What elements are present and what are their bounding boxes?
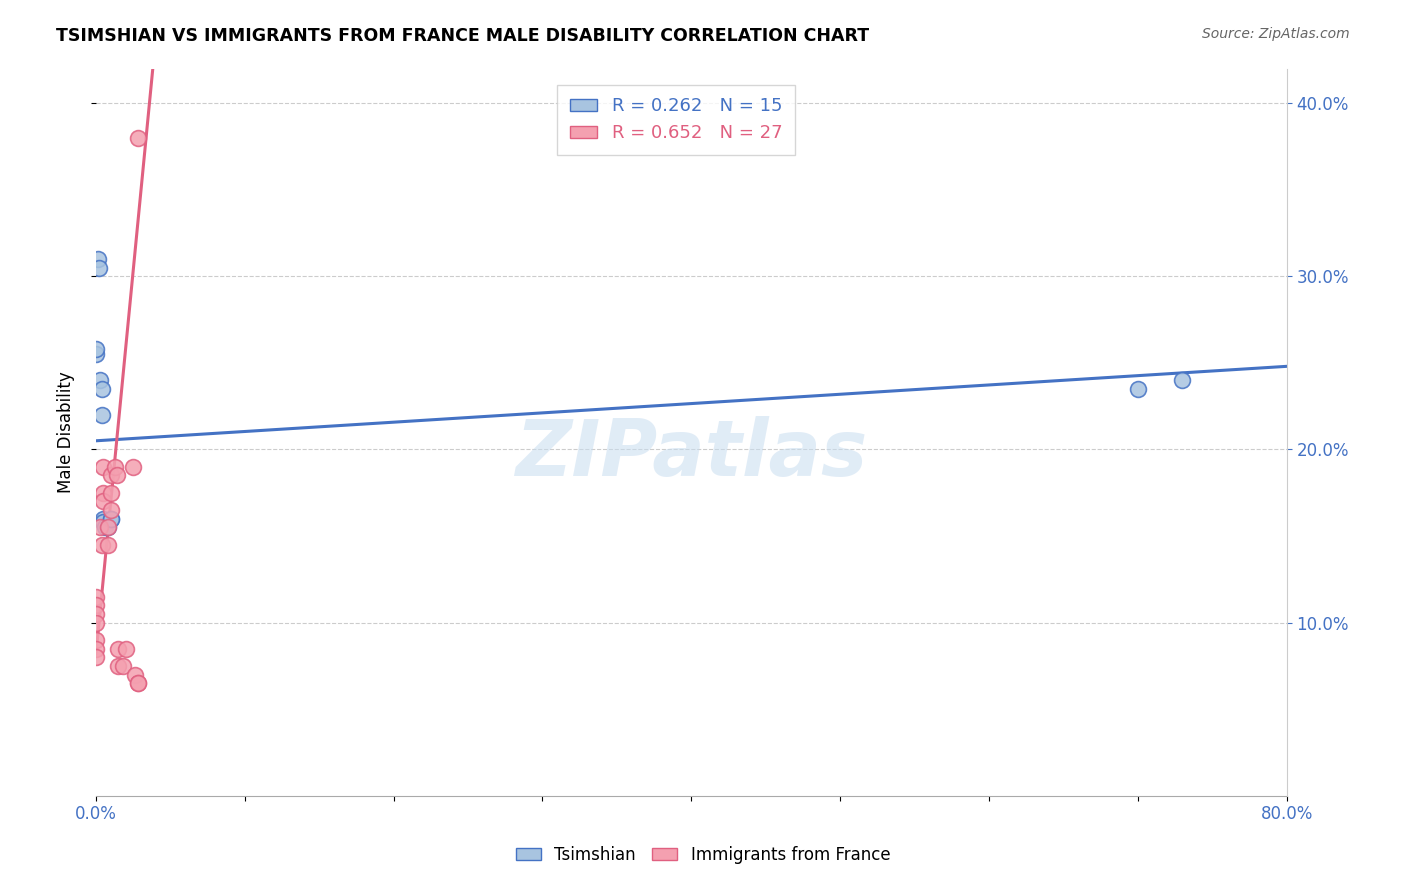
Point — [1171, 373, 1194, 387]
Point — [89, 373, 111, 387]
Point — [107, 659, 129, 673]
Point — [84, 650, 107, 665]
Point — [93, 512, 115, 526]
Text: Source: ZipAtlas.com: Source: ZipAtlas.com — [1202, 27, 1350, 41]
Text: TSIMSHIAN VS IMMIGRANTS FROM FRANCE MALE DISABILITY CORRELATION CHART: TSIMSHIAN VS IMMIGRANTS FROM FRANCE MALE… — [56, 27, 869, 45]
Point — [93, 494, 115, 508]
Point — [107, 641, 129, 656]
Point — [93, 459, 115, 474]
Point — [84, 632, 107, 647]
Point — [87, 260, 110, 275]
Point — [84, 607, 107, 621]
Legend: Tsimshian, Immigrants from France: Tsimshian, Immigrants from France — [509, 839, 897, 871]
Point — [97, 520, 120, 534]
Point — [111, 659, 134, 673]
Point — [89, 520, 111, 534]
Point — [124, 667, 146, 681]
Point — [84, 599, 107, 613]
Point — [100, 485, 122, 500]
Legend: R = 0.262   N = 15, R = 0.652   N = 27: R = 0.262 N = 15, R = 0.652 N = 27 — [557, 85, 794, 155]
Text: ZIPatlas: ZIPatlas — [515, 416, 868, 492]
Point — [105, 468, 128, 483]
Point — [86, 252, 108, 266]
Point — [127, 676, 149, 690]
Point — [100, 512, 122, 526]
Point — [100, 503, 122, 517]
Point — [127, 130, 149, 145]
Point — [100, 468, 122, 483]
Point — [100, 512, 122, 526]
Point — [97, 520, 120, 534]
Point — [91, 382, 114, 396]
Point — [1126, 382, 1149, 396]
Point — [93, 515, 115, 529]
Point — [91, 408, 114, 422]
Point — [114, 641, 136, 656]
Point — [84, 641, 107, 656]
Point — [122, 459, 145, 474]
Point — [97, 538, 120, 552]
Point — [91, 538, 114, 552]
Point — [127, 676, 149, 690]
Point — [84, 615, 107, 630]
Point — [93, 485, 115, 500]
Y-axis label: Male Disability: Male Disability — [58, 371, 75, 493]
Point — [94, 520, 117, 534]
Point — [84, 342, 107, 356]
Point — [84, 590, 107, 604]
Point — [104, 459, 127, 474]
Point — [84, 347, 107, 361]
